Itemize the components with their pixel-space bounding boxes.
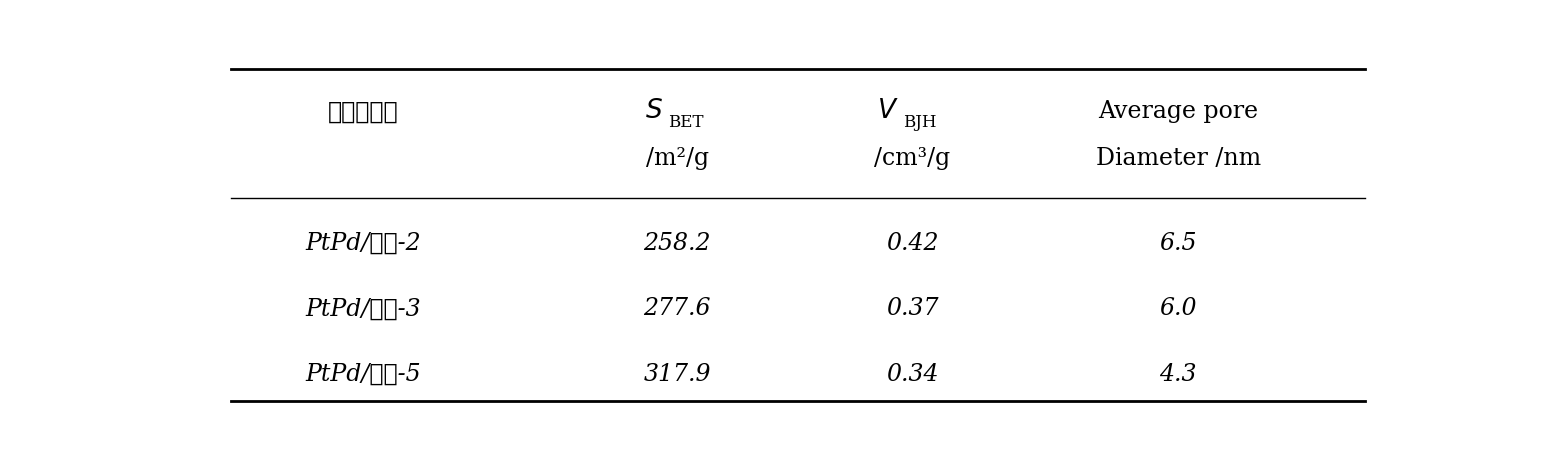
Text: 277.6: 277.6 <box>643 297 712 321</box>
Text: $\mathit{V}$: $\mathit{V}$ <box>877 98 898 125</box>
Text: Diameter /nm: Diameter /nm <box>1096 147 1261 170</box>
Text: BET: BET <box>668 114 704 131</box>
Text: 催化剂编号: 催化剂编号 <box>329 99 399 123</box>
Text: 0.42: 0.42 <box>886 232 939 255</box>
Text: PtPd/载体-2: PtPd/载体-2 <box>305 232 422 255</box>
Text: PtPd/载体-5: PtPd/载体-5 <box>305 363 422 386</box>
Text: 0.37: 0.37 <box>886 297 939 321</box>
Text: $\mathit{S}$: $\mathit{S}$ <box>645 98 663 125</box>
Text: 258.2: 258.2 <box>643 232 712 255</box>
Text: 317.9: 317.9 <box>643 363 712 386</box>
Text: PtPd/载体-3: PtPd/载体-3 <box>305 297 422 321</box>
Text: 4.3: 4.3 <box>1160 363 1197 386</box>
Text: /m²/g: /m²/g <box>646 147 708 170</box>
Text: BJH: BJH <box>903 114 936 131</box>
Text: Average pore: Average pore <box>1098 100 1258 123</box>
Text: /cm³/g: /cm³/g <box>875 147 951 170</box>
Text: 6.5: 6.5 <box>1160 232 1197 255</box>
Text: 6.0: 6.0 <box>1160 297 1197 321</box>
Text: 0.34: 0.34 <box>886 363 939 386</box>
